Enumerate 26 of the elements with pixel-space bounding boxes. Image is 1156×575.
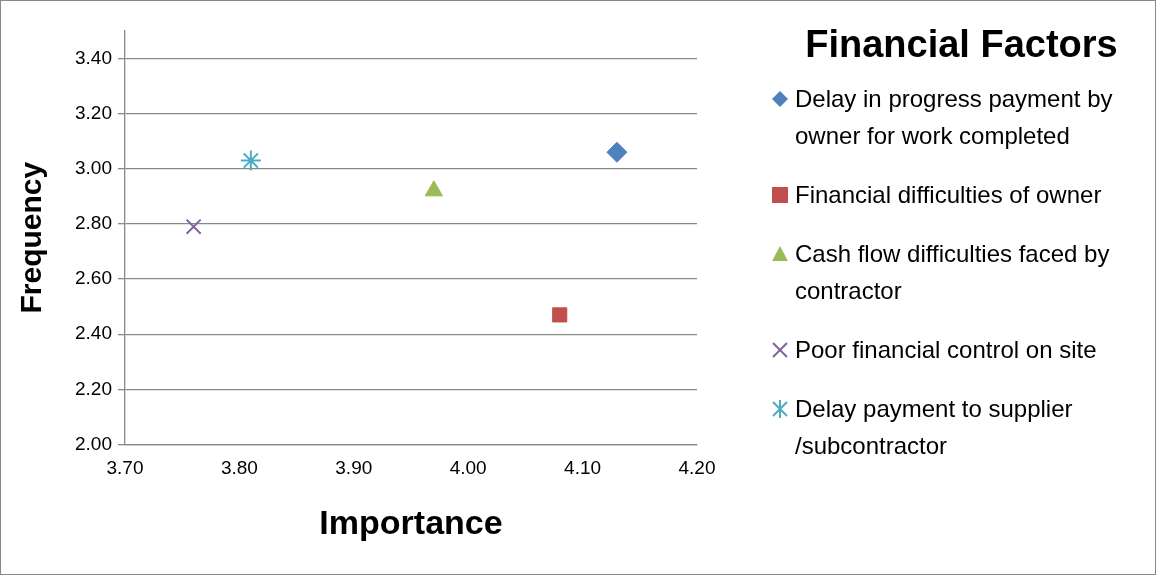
x-tick-label: 4.10 bbox=[564, 457, 602, 479]
legend-title: Financial Factors bbox=[804, 23, 1119, 66]
y-axis-title: Frequency bbox=[14, 161, 48, 314]
y-tick-label: 3.40 bbox=[75, 46, 112, 68]
x-tick-label: 3.90 bbox=[335, 457, 373, 479]
y-tick-label: 2.00 bbox=[75, 432, 112, 454]
x-tick-label: 4.00 bbox=[449, 457, 487, 479]
y-tick-label: 2.80 bbox=[75, 212, 112, 234]
point bbox=[552, 307, 568, 323]
y-tick-label: 2.40 bbox=[75, 322, 112, 344]
legend-label: Financial difficulties of owner bbox=[795, 180, 1102, 210]
y-tick-label: 3.20 bbox=[75, 101, 112, 123]
point bbox=[185, 218, 202, 235]
y-tick-label: 2.60 bbox=[75, 267, 112, 289]
point bbox=[239, 149, 262, 172]
y-tick-label: 3.00 bbox=[75, 157, 112, 179]
point bbox=[606, 141, 628, 163]
legend-label: Cash flow difficulties faced by contractor bbox=[795, 239, 1111, 306]
legend-label: Poor financial control on site bbox=[795, 335, 1097, 365]
legend-label: Delay in progress payment by owner for work completed bbox=[795, 84, 1114, 151]
x-tick-label: 3.70 bbox=[106, 457, 144, 479]
x-axis-title: Importance bbox=[319, 502, 503, 541]
x-tick-label: 3.80 bbox=[220, 457, 258, 479]
legend-label: Delay payment to supplier /subcontractor bbox=[795, 394, 1074, 461]
y-tick-label: 2.20 bbox=[75, 377, 112, 399]
x-tick-label: 4.20 bbox=[678, 457, 716, 479]
